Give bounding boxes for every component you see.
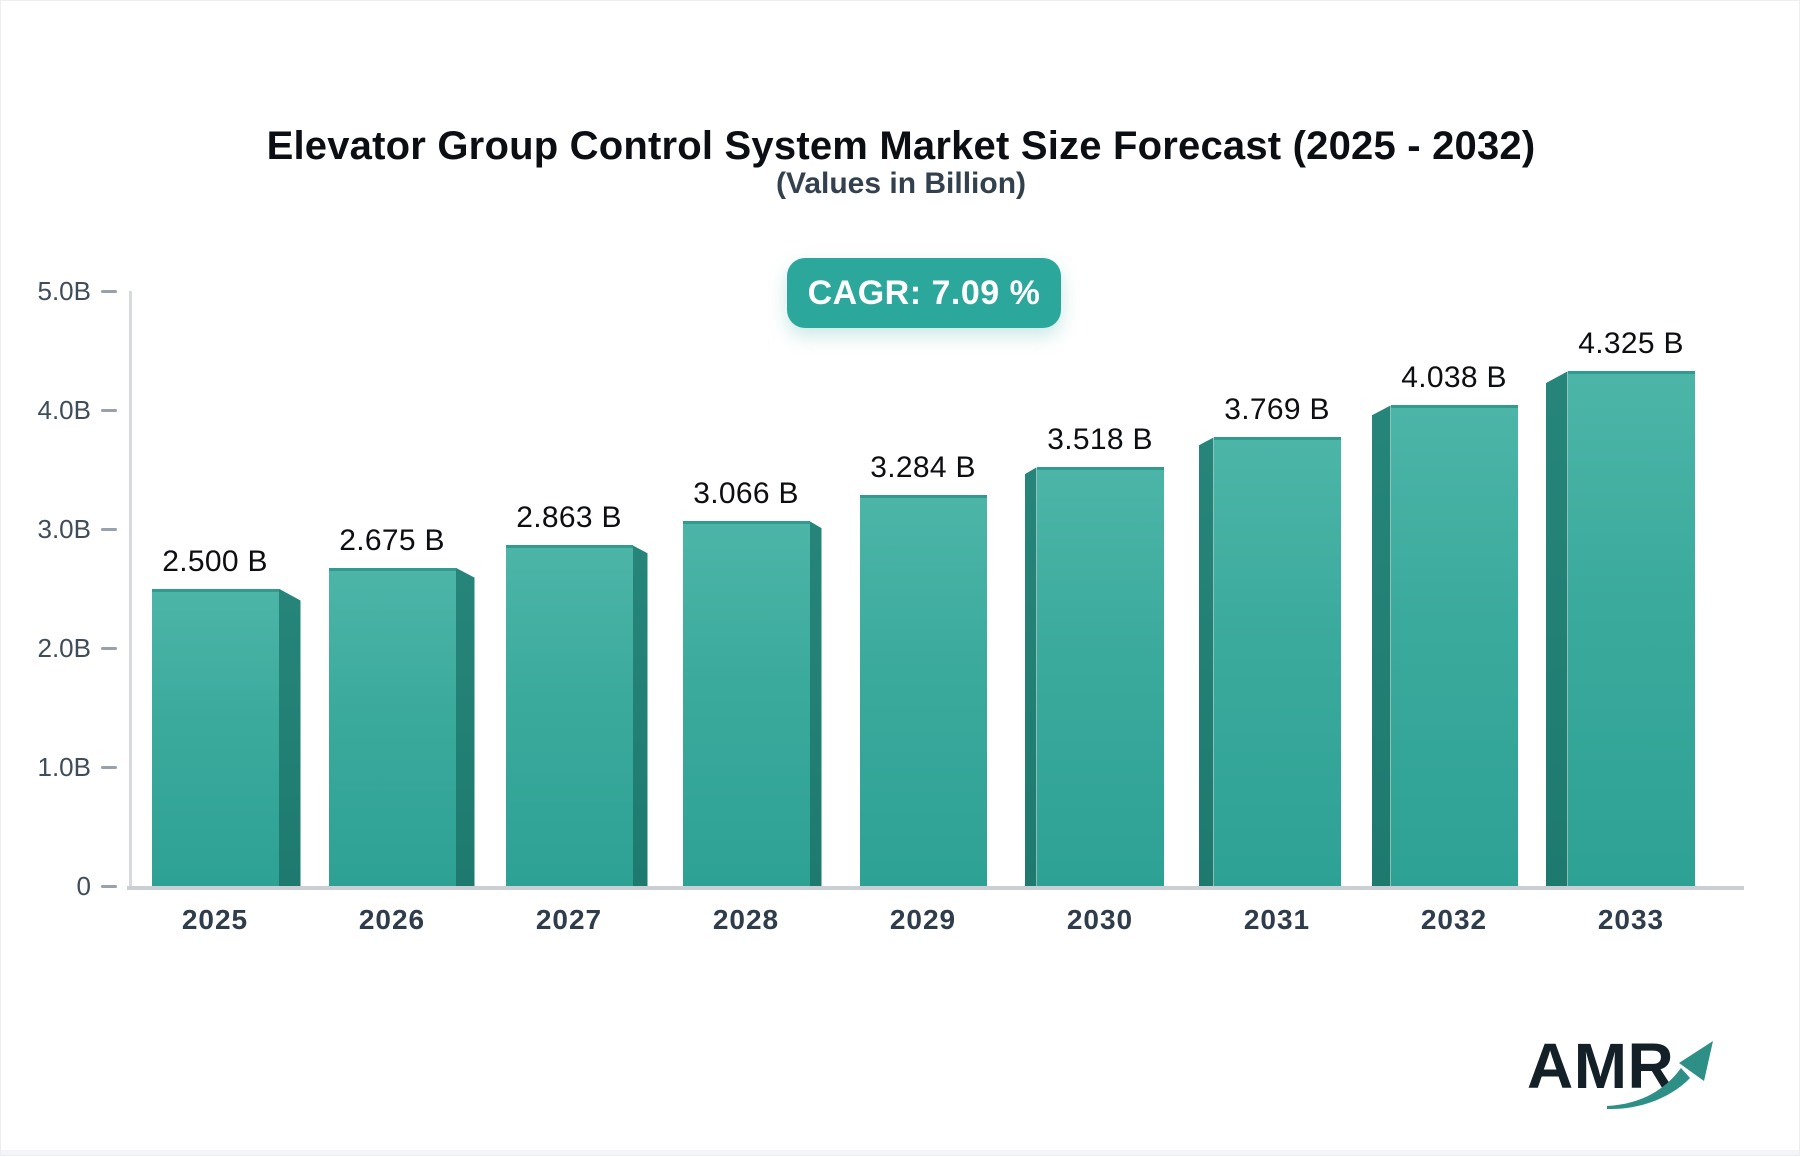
x-axis-line [127,886,1744,890]
bar-2026 [328,567,456,886]
bar-2031 [1213,437,1341,886]
bar-2028 [682,521,810,886]
amr-logo-text: AMR [1527,1030,1675,1102]
y-axis-tick-label: 4.0B [37,395,92,425]
bar-side-panel-2025 [278,588,301,886]
x-axis-category-label: 2026 [358,904,426,935]
chart-subtitle: (Values in Billion) [775,167,1027,200]
bar-2027 [505,545,633,886]
y-axis-line [129,291,132,889]
bar-2033 [1567,371,1695,886]
y-axis-tick-label: 0 [76,871,91,901]
bar-2032 [1390,405,1518,886]
bar-side-panel-2032 [1371,405,1391,886]
y-axis-tick [101,765,117,769]
bar-value-label: 2.675 B [339,523,445,557]
bar-value-label: 3.518 B [1047,423,1153,457]
x-axis-category-label: 2032 [1420,904,1488,935]
y-axis-tick-label: 1.0B [37,752,92,782]
y-axis-tick-label: 2.0B [37,633,92,663]
bar-value-label: 3.284 B [870,451,976,485]
x-axis-category-label: 2030 [1066,904,1134,935]
x-axis-category-label: 2031 [1243,904,1311,935]
bar-value-label: 2.863 B [516,501,622,535]
x-axis-category-label: 2027 [535,904,603,935]
y-axis-tick-label: 3.0B [37,514,92,544]
growth-arrow-icon [1607,1041,1713,1110]
bar-2025 [151,588,279,886]
y-axis-tick [101,408,117,412]
bar-side-panel-2026 [455,567,475,886]
bar-value-label: 3.769 B [1224,393,1330,427]
bar-2029 [859,495,987,886]
y-axis-tick-label: 5.0B [37,276,92,306]
y-axis-tick [101,646,117,650]
x-axis-category-label: 2025 [181,904,249,935]
bar-side-panel-2030 [1024,467,1037,886]
bar-side-panel-2028 [809,521,822,886]
bar-value-label: 3.066 B [693,477,799,511]
y-axis-tick [101,884,117,888]
cagr-badge-label: CAGR: 7.09 % [807,273,1041,312]
bar-2030 [1036,467,1164,886]
bar-value-label: 2.500 B [162,544,268,578]
page-title: Elevator Group Control System Market Siz… [266,123,1536,168]
bar-side-panel-2031 [1198,437,1214,886]
page-bottom-border [1,1150,1799,1155]
amr-logo: AMR [1527,1029,1717,1115]
bar-value-label: 4.325 B [1578,327,1684,361]
bar-side-panel-2033 [1545,371,1568,886]
x-axis-category-label: 2029 [889,904,957,935]
bar-side-panel-2027 [632,545,648,886]
x-axis-category-label: 2033 [1597,904,1665,935]
bar-value-label: 4.038 B [1401,361,1507,395]
y-axis-tick [101,289,117,293]
y-axis-tick [101,527,117,531]
x-axis-category-label: 2028 [712,904,780,935]
cagr-badge: CAGR: 7.09 % [787,258,1061,328]
